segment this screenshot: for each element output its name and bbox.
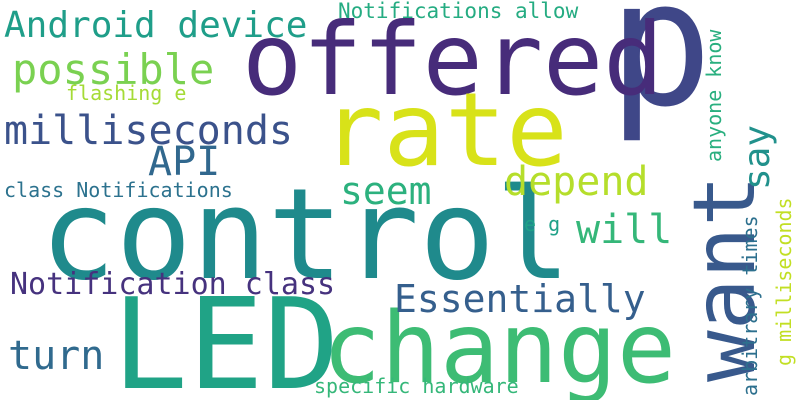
word-turn: turn — [8, 336, 104, 376]
word-will: will — [576, 210, 672, 250]
word-api: API — [148, 142, 220, 182]
word-depend: depend — [504, 162, 649, 202]
word-class-notifications: class Notifications — [4, 180, 233, 200]
word-android-device: Android device — [4, 8, 307, 44]
word-flashing-e: flashing e — [66, 83, 186, 103]
word-seem: seem — [340, 172, 432, 210]
word-specific-hardware: specific hardware — [314, 376, 519, 396]
word-e-g: e g — [524, 214, 560, 234]
word-notifications-allow: Notifications allow — [338, 1, 578, 22]
word-g-milliseconds: g milliseconds — [774, 197, 794, 366]
word-essentially: Essentially — [394, 280, 646, 318]
word-arbitrary-times: arbitrary times — [740, 215, 760, 396]
word-notification-class: Notification class — [10, 270, 335, 300]
word-anyone-know: anyone know — [704, 30, 724, 162]
word-say: say — [740, 125, 776, 190]
